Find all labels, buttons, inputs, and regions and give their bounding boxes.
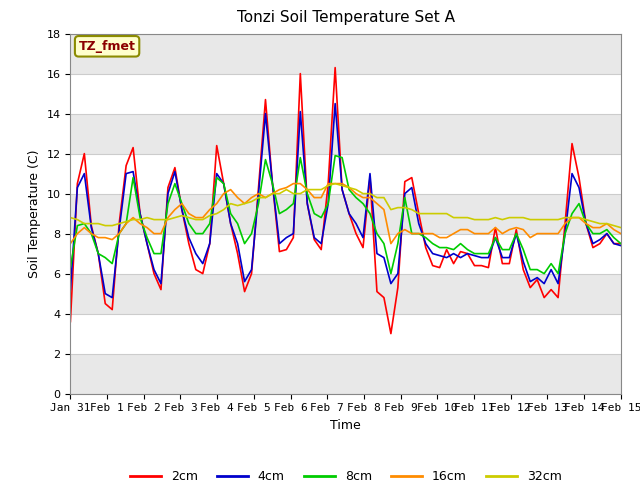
2cm [415,211,422,216]
8cm [387,271,395,276]
Line: 32cm: 32cm [70,183,621,228]
Bar [70,354,621,394]
Bar [70,114,621,154]
32cm [450,215,458,220]
2cm [332,65,339,71]
Bar [70,73,621,114]
16cm [67,240,74,247]
8cm [617,240,625,247]
Line: 8cm: 8cm [70,156,621,274]
Title: Tonzi Soil Temperature Set A: Tonzi Soil Temperature Set A [237,11,454,25]
Line: 4cm: 4cm [70,104,621,298]
16cm [429,231,436,237]
16cm [617,231,625,237]
32cm [310,187,318,192]
32cm [561,215,569,220]
2cm [387,331,395,336]
32cm [332,180,339,186]
Y-axis label: Soil Temperature (C): Soil Temperature (C) [28,149,41,278]
8cm [332,153,339,158]
Bar [70,234,621,274]
8cm [457,240,465,247]
2cm [568,141,576,146]
8cm [67,264,74,270]
16cm [450,231,458,237]
4cm [67,287,74,292]
2cm [617,240,625,247]
4cm [415,221,422,227]
4cm [568,171,576,177]
4cm [317,240,325,247]
4cm [408,185,415,191]
4cm [436,252,444,258]
Text: TZ_fmet: TZ_fmet [79,40,136,53]
2cm [408,175,415,180]
16cm [289,180,297,186]
2cm [436,264,444,270]
2cm [310,237,318,242]
8cm [415,231,422,237]
2cm [457,249,465,254]
4cm [332,101,339,107]
8cm [568,211,576,216]
8cm [408,231,415,237]
16cm [408,231,415,237]
16cm [317,195,325,201]
X-axis label: Time: Time [330,419,361,432]
16cm [401,227,409,232]
Line: 16cm: 16cm [70,183,621,243]
Bar [70,193,621,234]
32cm [617,225,625,230]
16cm [561,221,569,227]
Bar [70,313,621,354]
8cm [310,211,318,216]
4cm [108,295,116,300]
Line: 2cm: 2cm [70,68,621,334]
32cm [429,211,436,216]
4cm [457,255,465,261]
2cm [67,319,74,324]
Bar [70,274,621,313]
Bar [70,154,621,193]
8cm [436,245,444,251]
32cm [408,207,415,213]
4cm [617,243,625,249]
Legend: 2cm, 4cm, 8cm, 16cm, 32cm: 2cm, 4cm, 8cm, 16cm, 32cm [125,465,566,480]
Bar [70,34,621,73]
32cm [401,204,409,210]
32cm [67,215,74,220]
